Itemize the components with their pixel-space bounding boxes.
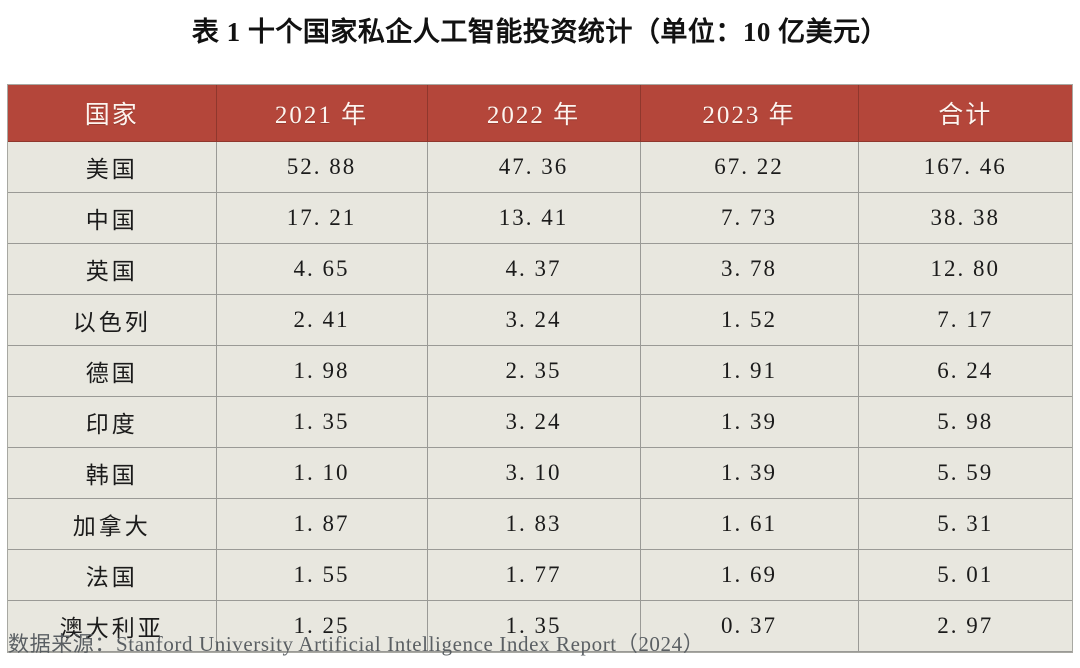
column-header-2023: 2023 年	[640, 85, 859, 142]
cell-total: 38. 38	[858, 192, 1072, 244]
table-row: 中国 17. 21 13. 41 7. 73 38. 38	[8, 192, 1072, 244]
cell-country: 德国	[8, 345, 217, 397]
cell-2023: 1. 52	[640, 294, 859, 346]
table-header: 国家 2021 年 2022 年 2023 年 合计	[8, 85, 1072, 142]
cell-2023: 7. 73	[640, 192, 859, 244]
cell-total: 2. 97	[858, 600, 1072, 652]
cell-total: 6. 24	[858, 345, 1072, 397]
cell-2022: 47. 36	[427, 141, 641, 193]
cell-2022: 3. 10	[427, 447, 641, 499]
cell-2023: 1. 91	[640, 345, 859, 397]
cell-total: 5. 31	[858, 498, 1072, 550]
cell-2023: 3. 78	[640, 243, 859, 295]
cell-2022: 1. 77	[427, 549, 641, 601]
cell-2022: 3. 24	[427, 294, 641, 346]
cell-2022: 3. 24	[427, 396, 641, 448]
cell-country: 澳大利亚	[8, 600, 217, 652]
column-header-total: 合计	[858, 85, 1072, 142]
cell-total: 12. 80	[858, 243, 1072, 295]
cell-2023: 67. 22	[640, 141, 859, 193]
table-row: 加拿大 1. 87 1. 83 1. 61 5. 31	[8, 498, 1072, 550]
column-header-country: 国家	[8, 85, 217, 142]
column-header-2021: 2021 年	[216, 85, 428, 142]
cell-2022: 4. 37	[427, 243, 641, 295]
cell-2021: 17. 21	[216, 192, 428, 244]
cell-total: 5. 01	[858, 549, 1072, 601]
cell-2023: 0. 37	[640, 600, 859, 652]
cell-2022: 13. 41	[427, 192, 641, 244]
table-row: 法国 1. 55 1. 77 1. 69 5. 01	[8, 549, 1072, 601]
cell-2022: 1. 35	[427, 600, 641, 652]
source-note: 数据来源：Stanford University Artificial Inte…	[8, 632, 705, 656]
cell-2023: 1. 61	[640, 498, 859, 550]
table-row: 以色列 2. 41 3. 24 1. 52 7. 17	[8, 294, 1072, 346]
cell-2023: 1. 69	[640, 549, 859, 601]
page-title: 表 1 十个国家私企人工智能投资统计（单位：10 亿美元）	[191, 17, 889, 47]
cell-country: 印度	[8, 396, 217, 448]
cell-2021: 2. 41	[216, 294, 428, 346]
cell-2021: 1. 98	[216, 345, 428, 397]
investment-table: 国家 2021 年 2022 年 2023 年 合计 美国 52. 88 47. 3…	[8, 85, 1072, 652]
cell-country: 中国	[8, 192, 217, 244]
cell-country: 法国	[8, 549, 217, 601]
cell-2021: 1. 87	[216, 498, 428, 550]
cell-country: 英国	[8, 243, 217, 295]
cell-2021: 1. 25	[216, 600, 428, 652]
table-row: 英国 4. 65 4. 37 3. 78 12. 80	[8, 243, 1072, 295]
table-row: 韩国 1. 10 3. 10 1. 39 5. 59	[8, 447, 1072, 499]
column-header-2022: 2022 年	[427, 85, 641, 142]
cell-country: 加拿大	[8, 498, 217, 550]
table-row: 美国 52. 88 47. 36 67. 22 167. 46	[8, 141, 1072, 193]
table-row: 德国 1. 98 2. 35 1. 91 6. 24	[8, 345, 1072, 397]
table-container: 国家 2021 年 2022 年 2023 年 合计 美国 52. 88 47. 3…	[8, 85, 1072, 652]
table-header-row: 国家 2021 年 2022 年 2023 年 合计	[8, 85, 1072, 142]
table-row: 印度 1. 35 3. 24 1. 39 5. 98	[8, 396, 1072, 448]
cell-country: 韩国	[8, 447, 217, 499]
table-body: 美国 52. 88 47. 36 67. 22 167. 46 中国 17. 21 13. 4…	[8, 141, 1072, 652]
cell-total: 5. 98	[858, 396, 1072, 448]
cell-2021: 52. 88	[216, 141, 428, 193]
cell-2021: 1. 35	[216, 396, 428, 448]
cell-total: 5. 59	[858, 447, 1072, 499]
cell-2023: 1. 39	[640, 396, 859, 448]
cell-total: 167. 46	[858, 141, 1072, 193]
cell-2023: 1. 39	[640, 447, 859, 499]
cell-2022: 1. 83	[427, 498, 641, 550]
cell-2022: 2. 35	[427, 345, 641, 397]
cell-2021: 1. 55	[216, 549, 428, 601]
cell-country: 美国	[8, 141, 217, 193]
cell-total: 7. 17	[858, 294, 1072, 346]
table-row: 澳大利亚 1. 25 1. 35 0. 37 2. 97	[8, 600, 1072, 652]
cell-2021: 1. 10	[216, 447, 428, 499]
cell-2021: 4. 65	[216, 243, 428, 295]
cell-country: 以色列	[8, 294, 217, 346]
